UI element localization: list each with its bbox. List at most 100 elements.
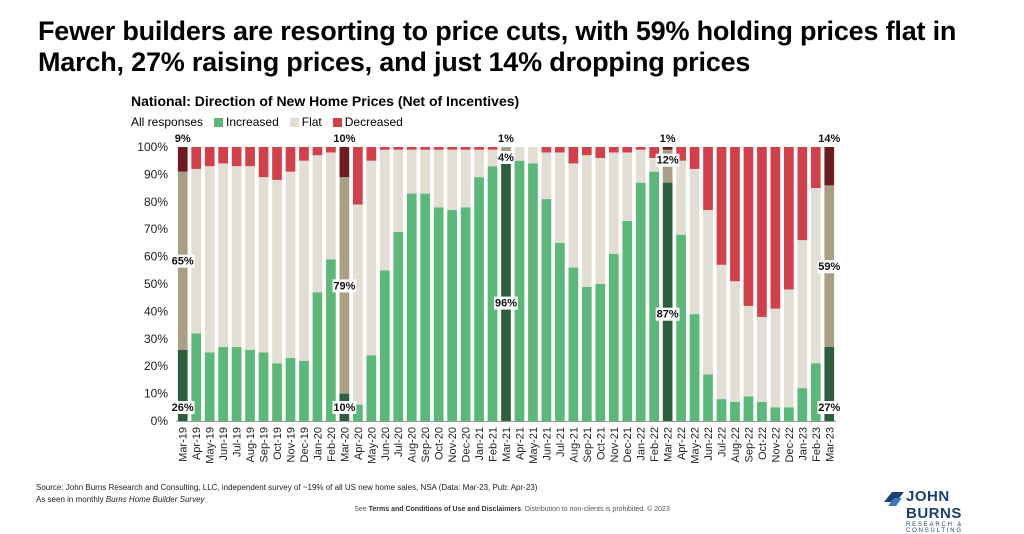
source-line-2: As seen in monthly Burns Home Builder Su… [36, 494, 537, 506]
bar-increased [379, 270, 390, 421]
chart-title: National: Direction of New Home Prices (… [131, 93, 520, 109]
bar-decreased [339, 147, 350, 178]
bar-flat [352, 204, 363, 405]
x-tick-label: May-21 [528, 427, 540, 464]
bar-decreased [204, 147, 215, 167]
bar-flat [204, 166, 215, 353]
data-label-bg [655, 307, 680, 321]
bar-increased [784, 407, 794, 421]
x-tick-label: May-20 [366, 427, 378, 464]
x-tick-label: Sep-22 [743, 427, 755, 462]
bar-increased [730, 401, 740, 421]
bar-increased [716, 399, 727, 421]
bar-decreased [352, 147, 363, 205]
bar-increased [581, 286, 592, 421]
bar-increased [689, 314, 700, 421]
x-tick-label: Feb-20 [326, 427, 338, 462]
data-label-bg [332, 279, 357, 293]
x-tick-label: Dec-21 [622, 427, 634, 462]
bar-increased [676, 234, 686, 421]
bar-flat [595, 157, 606, 284]
bar-flat [635, 149, 646, 183]
bar-increased [703, 374, 713, 421]
x-tick-label: Dec-19 [299, 427, 311, 462]
terms-link[interactable]: Terms and Conditions of Use and Disclaim… [368, 506, 521, 513]
bar-increased [757, 401, 767, 421]
bar-flat [568, 163, 579, 268]
bar-flat [608, 152, 619, 254]
bar-flat [581, 155, 592, 287]
bar-increased [770, 407, 781, 421]
bar-decreased [649, 147, 660, 158]
bar-increased [447, 210, 457, 421]
x-tick-label: Mar-20 [339, 427, 351, 462]
footer-suffix: . Distribution to non-clients is prohibi… [521, 506, 670, 513]
data-label: 59% [818, 261, 840, 273]
bar-increased [191, 333, 202, 421]
bar-flat [514, 147, 525, 161]
bar-increased [743, 396, 754, 421]
bar-decreased [406, 147, 417, 150]
x-tick-label: Apr-19 [191, 427, 203, 460]
bar-flat [555, 152, 565, 243]
data-label: 10% [333, 133, 355, 145]
x-tick-label: Jun-22 [703, 427, 715, 461]
bar-decreased [581, 147, 592, 156]
bar-decreased [366, 147, 377, 161]
bar-flat [433, 149, 444, 208]
data-label: 14% [818, 133, 840, 145]
bar-decreased [689, 147, 700, 169]
bar-flat [231, 166, 242, 348]
survey-title: Burns Home Builder Survey [105, 495, 205, 504]
legend-label-increased: Increased [226, 115, 279, 129]
x-tick-label: Apr-20 [353, 427, 365, 460]
bar-flat [447, 149, 457, 211]
bar-flat [379, 149, 390, 271]
bar-decreased [757, 147, 767, 317]
source-line-2-prefix: As seen in monthly [36, 495, 106, 504]
bar-decreased [595, 147, 606, 158]
bar-decreased [730, 147, 740, 282]
bar-increased [541, 199, 552, 421]
y-tick-label: 50% [144, 277, 168, 291]
x-tick-label: Jan-21 [474, 427, 486, 461]
x-tick-label: May-19 [205, 427, 217, 464]
bar-decreased [568, 147, 579, 164]
bar-increased [312, 292, 323, 421]
source-note: Source: John Burns Research and Consulti… [36, 482, 537, 506]
bar-flat [703, 210, 713, 375]
bar-decreased [272, 147, 282, 180]
bar-decreased [555, 147, 565, 153]
bar-decreased [716, 147, 727, 265]
bar-flat [810, 188, 821, 364]
bar-increased [177, 349, 188, 421]
bar-decreased [635, 147, 646, 150]
legend-swatch-flat [289, 117, 299, 127]
y-tick-label: 70% [144, 222, 168, 236]
data-label-bg [817, 401, 842, 414]
bar-increased [797, 388, 808, 421]
bar-flat [420, 149, 431, 194]
bar-flat [487, 149, 498, 167]
bar-increased [366, 355, 377, 421]
bar-flat [649, 157, 660, 172]
bar-increased [326, 259, 336, 421]
bar-increased [501, 157, 511, 421]
x-tick-label: Nov-20 [447, 427, 459, 462]
bar-flat [326, 152, 336, 260]
bar-flat [285, 171, 296, 358]
y-tick-label: 0% [151, 414, 169, 428]
bar-increased [555, 242, 565, 421]
bar-decreased [487, 147, 498, 150]
bar-flat [393, 149, 404, 232]
logo-mark-icon [884, 492, 904, 506]
x-tick-label: Mar-19 [178, 427, 190, 462]
bar-decreased [447, 147, 457, 150]
y-tick-label: 90% [144, 167, 168, 181]
bar-decreased [312, 147, 323, 156]
x-tick-label: Aug-19 [245, 427, 257, 462]
bar-increased [824, 347, 835, 421]
data-label-bg [170, 254, 195, 268]
x-tick-label: Jan-23 [797, 427, 809, 461]
x-tick-label: Sep-19 [259, 427, 271, 462]
